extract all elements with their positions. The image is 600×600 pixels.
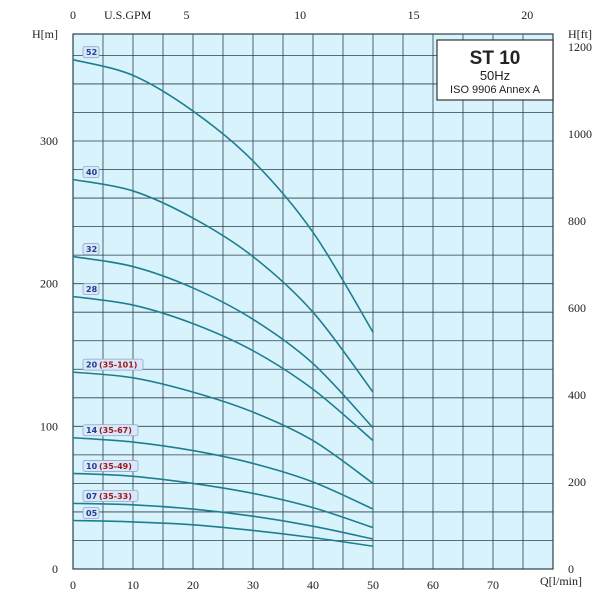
x-bottom-tick-label: 0 [70,578,76,592]
x-bottom-tick-label: 60 [427,578,439,592]
series-label-05: 05 [82,507,100,519]
y-right-tick-label: 1200 [568,40,592,54]
x-bottom-tick-label: 20 [187,578,199,592]
x-top-tick-label: 0 [70,8,76,22]
y-right-tick-label: 0 [568,562,574,576]
series-label-stages: 32 [86,245,97,254]
series-label-stages: 20 [86,361,98,370]
y-left-axis-title: H[m] [32,27,58,41]
series-label-range: (35-49) [99,462,132,471]
series-label-52: 52 [82,46,100,59]
x-bottom-tick-label: 50 [367,578,379,592]
y-right-tick-label: 800 [568,214,586,228]
x-bottom-tick-label: 70 [487,578,499,592]
x-top-tick-label: 20 [521,8,533,22]
model-title: ST 10 [470,48,521,69]
series-label-07: 07 (35-33) [82,489,139,502]
series-label-box [82,489,139,502]
series-label-box [82,243,100,255]
y-right-tick-label: 400 [568,388,586,402]
curve-52 [72,58,374,333]
curves [72,58,374,547]
curve-14 [72,436,374,510]
series-label-box [82,166,100,178]
title-box-frame [436,39,554,101]
curve-32 [72,255,374,429]
x-bottom-tick-label: 30 [247,578,259,592]
y-left-tick-label: 0 [52,562,58,576]
series-label-stages: 14 [86,426,98,435]
x-top-tick-label: 15 [408,8,420,22]
series-label-box [82,358,144,371]
x-top-axis-title: U.S.GPM [104,8,152,22]
series-label-20: 20 (35-101) [82,358,144,371]
series-label-box [82,460,139,472]
y-left-tick-label: 300 [40,134,58,148]
curve-20 [72,371,374,485]
curve-28 [72,295,374,442]
series-label-box [82,507,100,519]
series-label-box [82,424,139,437]
series-label-40: 40 [82,166,100,178]
y-right-tick-label: 200 [568,475,586,489]
series-label-stages: 52 [86,48,97,57]
curve-07 [72,502,374,540]
series-label-stages: 10 [86,462,98,471]
series-label-box [82,283,100,295]
series-label-stages: 40 [86,168,98,177]
series-label-range: (35-101) [99,361,137,370]
curve-05 [72,519,374,547]
series-label-stages: 28 [86,285,98,294]
series-label-stages: 07 [86,492,97,501]
y-right-axis-title: H[ft] [568,27,592,41]
y-left-tick-label: 200 [40,277,58,291]
x-bottom-tick-label: 10 [127,578,139,592]
y-right-tick-label: 1000 [568,127,592,141]
plot-frame [72,33,554,570]
x-top-tick-label: 5 [184,8,190,22]
series-label-box [82,46,100,59]
y-left-tick-label: 100 [40,419,58,433]
series-label-32: 32 [82,243,100,255]
series-label-stages: 05 [86,509,98,518]
y-right-tick-label: 600 [568,301,586,315]
x-bottom-axis-title: Q[l/min] [540,574,582,588]
frequency-label: 50Hz [480,68,510,83]
series-label-14: 14 (35-67) [82,424,139,437]
x-bottom-tick-label: 40 [307,578,319,592]
series-label-range: (35-67) [99,426,132,435]
axis-ticks: 0 10 20 30 40 50 60 700 5 10 15 2001002003000200400… [40,8,592,592]
series-label-range: (35-33) [99,492,132,501]
x-top-tick-label: 10 [294,8,306,22]
curve-40 [72,178,374,393]
chart-title-box: ST 10 50Hz ISO 9906 Annex A [436,39,554,101]
series-label-10: 10 (35-49) [82,460,139,472]
series-label-28: 28 [82,283,100,295]
curve-10 [72,472,374,529]
standard-label: ISO 9906 Annex A [450,84,541,96]
